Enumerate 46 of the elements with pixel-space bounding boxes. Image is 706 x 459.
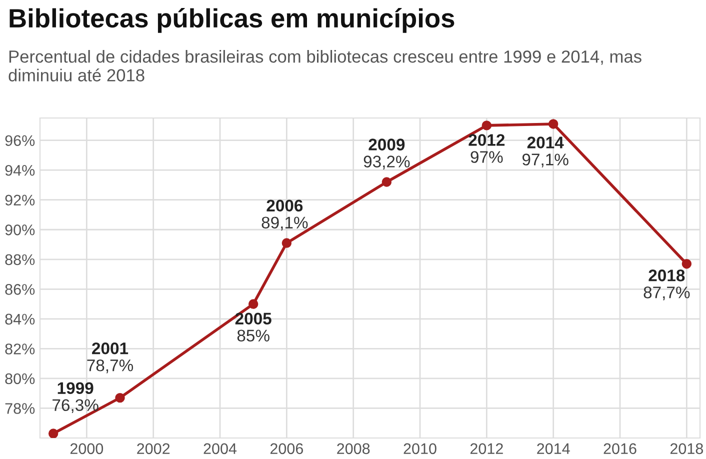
chart-subtitle: Percentual de cidades brasileiras com bibliotecas cresceu entre 1999 e 2014, mas diminuiu até 2018 <box>8 50 642 82</box>
point <box>282 238 292 248</box>
x-tick-label: 2014 <box>537 443 570 454</box>
point <box>382 177 392 187</box>
point <box>248 299 258 309</box>
x-tick-label: 2012 <box>470 443 503 454</box>
data-label: 97% <box>470 151 503 163</box>
annotation: 1999 <box>58 382 94 394</box>
y-tick-label: 88% <box>5 254 35 266</box>
annotation: 2012 <box>468 134 505 146</box>
x-tick-label: 2018 <box>670 443 703 454</box>
chart-title: Bibliotecas públicas em municípios <box>10 8 454 33</box>
data-label: 93,2% <box>364 156 410 170</box>
y-tick-label: 84% <box>5 314 35 325</box>
annotation: 2005 <box>235 312 272 325</box>
point <box>548 119 558 129</box>
x-tick-label: 2002 <box>137 443 170 454</box>
point <box>48 428 58 438</box>
data-label: 87,7% <box>644 286 690 300</box>
y-tick-label: 92% <box>5 194 35 206</box>
y-tick-label: 86% <box>5 284 35 295</box>
annotation: 2001 <box>92 342 128 354</box>
data-label: 97,1% <box>522 154 568 168</box>
y-tick-label: 80% <box>5 373 35 384</box>
y-tick-label: 78% <box>5 403 35 414</box>
point <box>682 259 692 269</box>
x-tick-label: 2008 <box>337 443 370 454</box>
x-tick-label: 2000 <box>70 443 104 454</box>
y-tick-label: 82% <box>5 344 35 354</box>
x-tick-label: 2016 <box>604 443 636 454</box>
y-tick-label: 94% <box>5 164 35 176</box>
point <box>482 120 492 130</box>
x-tick-label: 2004 <box>204 443 237 454</box>
x-tick-label: 2006 <box>270 443 303 454</box>
data-label: 85% <box>237 330 270 342</box>
data-label: 78,7% <box>87 359 134 374</box>
data-label: 76,3% <box>52 399 98 413</box>
annotation: 2006 <box>266 200 303 212</box>
y-tick-label: 90% <box>5 224 35 236</box>
y-tick-label: 96% <box>5 135 35 146</box>
data-label: 89,1% <box>262 216 308 230</box>
annotation: 2018 <box>648 270 685 282</box>
annotation: 2014 <box>527 136 564 148</box>
annotation: 2009 <box>368 138 405 150</box>
point <box>115 392 125 403</box>
x-tick-label: 2010 <box>404 443 436 454</box>
